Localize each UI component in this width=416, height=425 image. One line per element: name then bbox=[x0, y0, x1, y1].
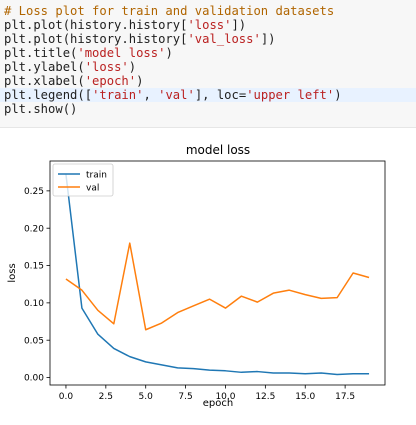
code-line-6[interactable]: plt.xlabel('epoch') bbox=[4, 74, 144, 88]
code-cell[interactable]: # Loss plot for train and validation dat… bbox=[0, 0, 416, 128]
x-tick-label: 15.0 bbox=[295, 392, 315, 402]
series-line-train bbox=[65, 174, 370, 376]
code-string: 'loss' bbox=[187, 18, 232, 32]
y-tick-label: 0.25 bbox=[24, 187, 44, 197]
plot-area bbox=[49, 160, 386, 386]
y-tick-label: 0.10 bbox=[24, 299, 44, 309]
y-tick-label: 0.20 bbox=[24, 224, 44, 234]
legend: train val bbox=[52, 163, 114, 197]
code-line-3[interactable]: plt.plot(history.history['val_loss']) bbox=[4, 32, 276, 46]
code-line-4[interactable]: plt.title('model loss') bbox=[4, 46, 173, 60]
code-string: 'val_loss' bbox=[187, 32, 261, 46]
loss-chart: model loss 0.0 2.5 5.0 7.5 10.0 12.5 15.0 17.5 … bbox=[7, 143, 386, 409]
legend-box bbox=[52, 163, 114, 197]
code-string: 'val' bbox=[158, 88, 195, 102]
code-string: 'train' bbox=[92, 88, 144, 102]
x-tick-label: 2.5 bbox=[99, 392, 113, 402]
legend-label-train: train bbox=[86, 171, 107, 181]
y-axis-ticks: 0.00 0.05 0.10 0.15 0.20 0.25 bbox=[24, 187, 50, 384]
x-tick-label: 17.5 bbox=[335, 392, 355, 402]
series-line-val bbox=[65, 242, 370, 331]
code-string: 'loss' bbox=[84, 60, 129, 74]
x-tick-label: 12.5 bbox=[255, 392, 275, 402]
code-string: 'upper left' bbox=[246, 88, 335, 102]
chart-title: model loss bbox=[186, 143, 250, 157]
x-tick-label: 5.0 bbox=[139, 392, 154, 402]
code-line-2[interactable]: plt.plot(history.history['loss']) bbox=[4, 18, 247, 32]
x-tick-label: 0.0 bbox=[59, 392, 74, 402]
code-line-8[interactable]: plt.show() bbox=[4, 102, 78, 116]
x-tick-label: 10.0 bbox=[215, 392, 235, 402]
cell-output: model loss 0.0 2.5 5.0 7.5 10.0 12.5 15.0 17.5 … bbox=[0, 128, 416, 421]
legend-label-val: val bbox=[86, 184, 99, 194]
code-line-1[interactable]: # Loss plot for train and validation dat… bbox=[4, 4, 334, 18]
x-axis-label: epoch bbox=[203, 398, 233, 409]
x-tick-label: 7.5 bbox=[178, 392, 192, 402]
code-comment: # Loss plot for train and validation dat… bbox=[4, 4, 335, 18]
code-line-7-active[interactable]: plt.legend(['train', 'val'], loc='upper … bbox=[0, 88, 416, 102]
code-string: 'epoch' bbox=[84, 74, 137, 88]
series-lines bbox=[65, 174, 370, 376]
y-tick-label: 0.00 bbox=[24, 374, 44, 384]
x-axis-ticks: 0.0 2.5 5.0 7.5 10.0 12.5 15.0 17.5 bbox=[59, 385, 355, 402]
code-line-5[interactable]: plt.ylabel('loss') bbox=[4, 60, 137, 74]
y-tick-label: 0.15 bbox=[24, 262, 44, 272]
y-tick-label: 0.05 bbox=[24, 336, 44, 346]
y-axis-label: loss bbox=[7, 263, 18, 282]
code-string: 'model loss' bbox=[77, 46, 166, 60]
